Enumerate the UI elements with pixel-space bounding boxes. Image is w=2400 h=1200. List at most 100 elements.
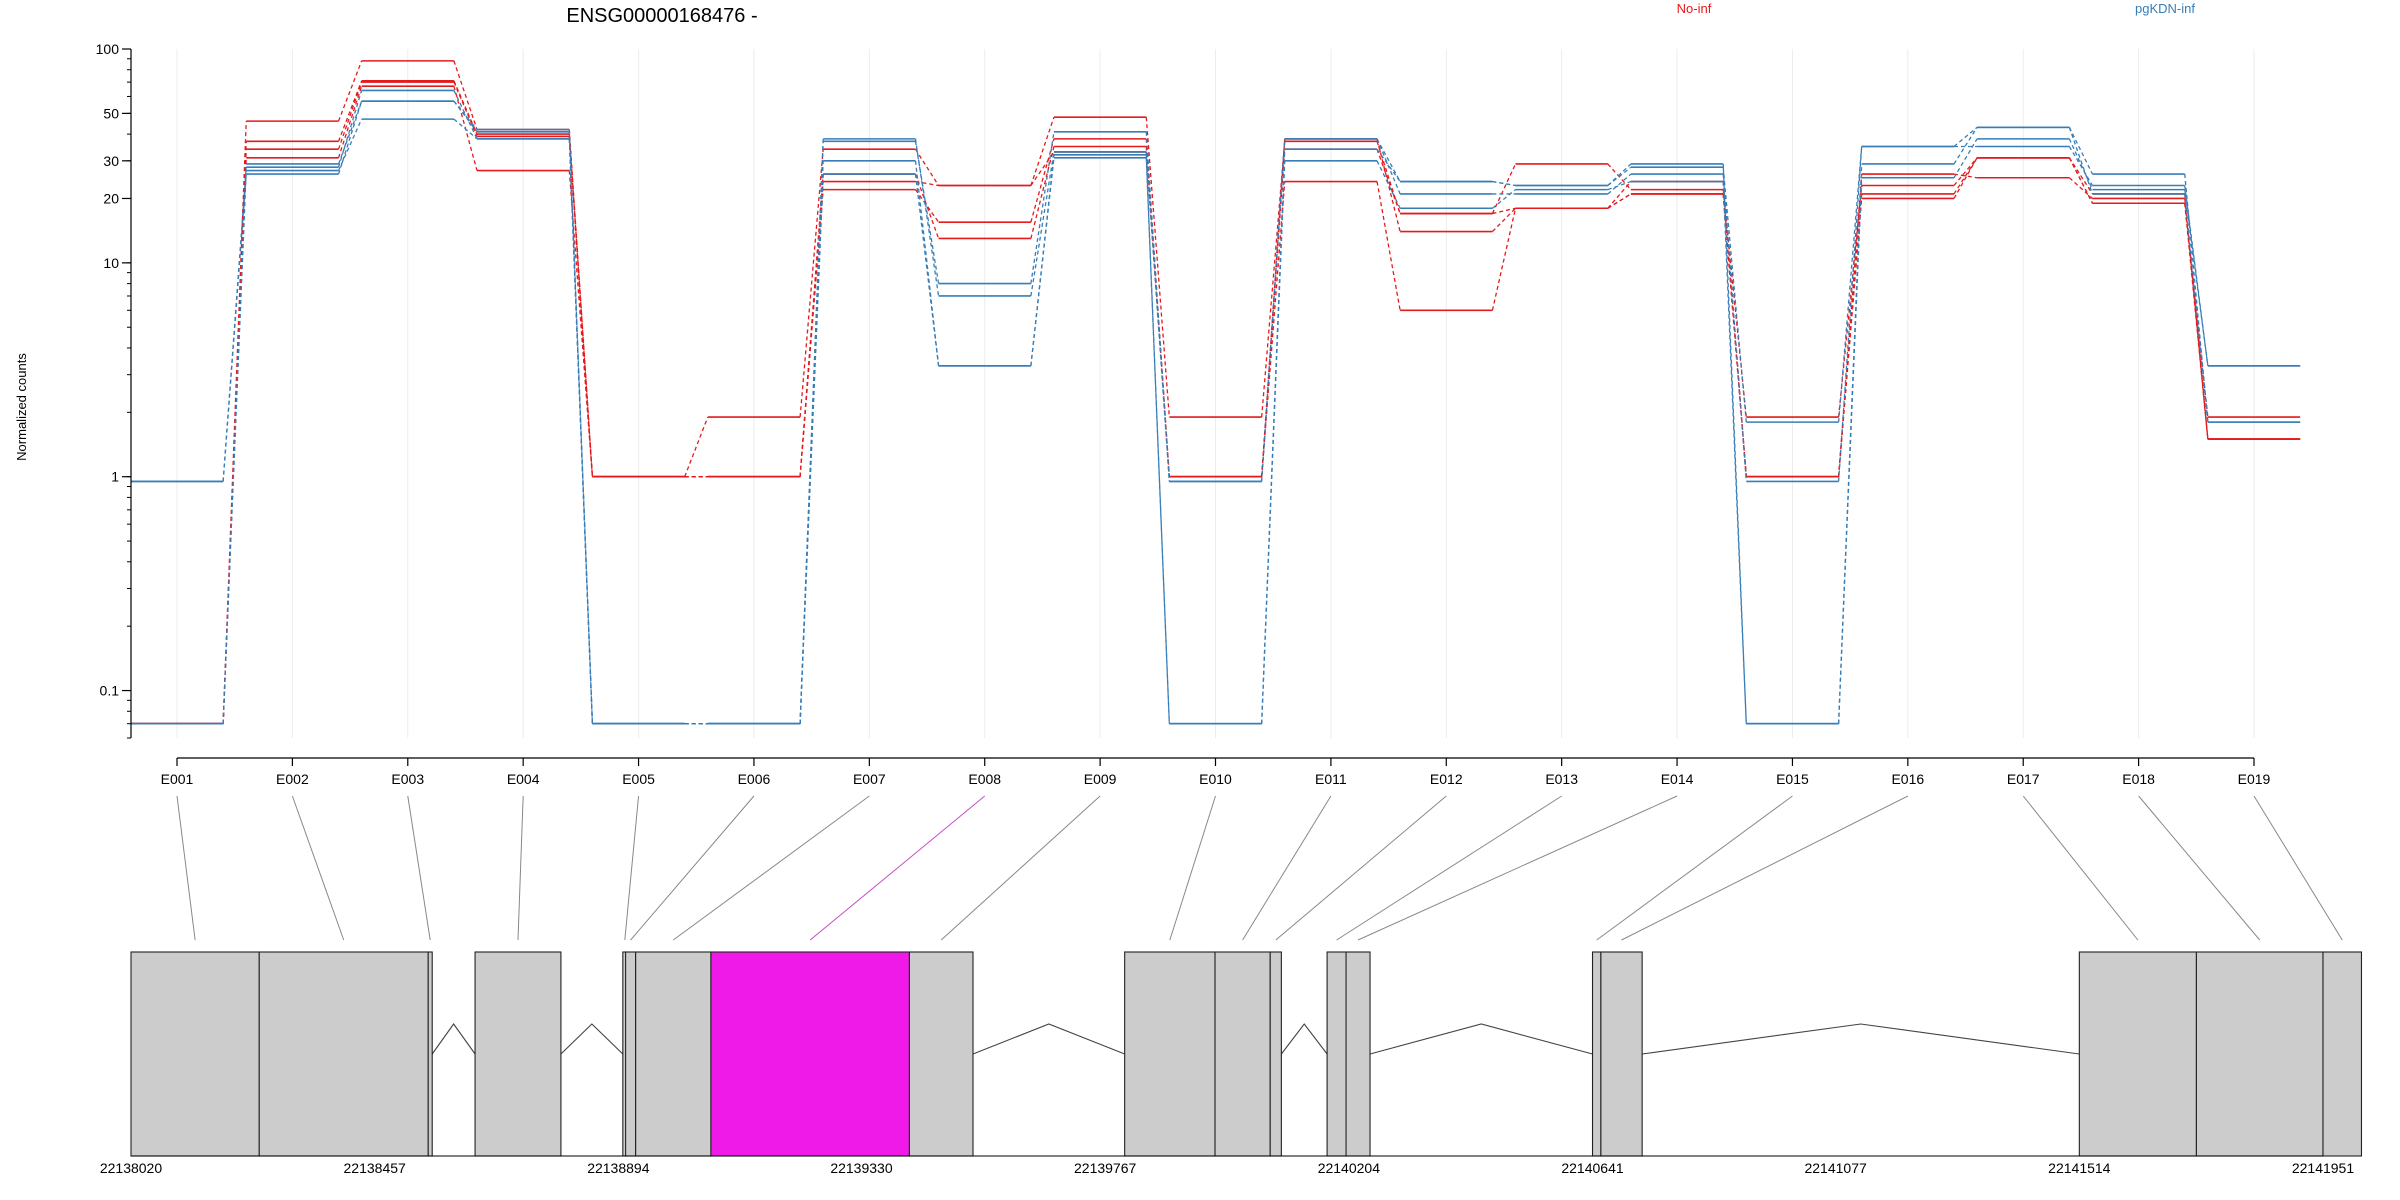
series-connector (1607, 193, 1632, 209)
exon-e009 (908, 951, 974, 1157)
series-connector (337, 81, 363, 150)
series-connector (1722, 167, 1747, 423)
exon-e019 (2322, 951, 2363, 1157)
y-tick-label: 1 (111, 469, 119, 485)
intron-line (1280, 1023, 1328, 1055)
chart-series-layer (130, 60, 2301, 725)
coordinate-tick-label: 22141951 (2292, 1160, 2355, 1176)
genomic-coordinate-axis: 22138020 22138457 22138894 22139330 22139767… (100, 1155, 2355, 1176)
x-axis: E001 E002 E003 E004 E005 E006 E007 E008 E009 E010… (161, 757, 2271, 787)
series-connector (1837, 146, 1863, 482)
series-connector (453, 118, 478, 140)
series-connector (914, 148, 940, 186)
series-connector (1145, 117, 1170, 418)
connector-e009 (940, 795, 1101, 941)
series-connector (2068, 157, 2094, 195)
series-connector (914, 141, 940, 284)
exon-e007 (635, 951, 712, 1157)
series-connector (799, 174, 824, 724)
series-connector (1722, 163, 1747, 724)
exon-e008 (710, 951, 910, 1157)
series-connector (1145, 157, 1170, 724)
intron-line (431, 1023, 476, 1055)
series-connector (1145, 154, 1170, 724)
x-tick-label: E016 (1891, 771, 1924, 787)
coordinate-tick-label: 22141514 (2048, 1160, 2111, 1176)
y-tick-label: 30 (103, 153, 119, 169)
series-connector (1607, 163, 1632, 186)
exon-e013 (1326, 951, 1347, 1157)
series-connector (337, 101, 363, 175)
connector-e019 (2253, 795, 2343, 941)
series-connector (2068, 127, 2094, 195)
series-connector (1953, 157, 1978, 195)
connector-e002 (291, 795, 345, 941)
x-tick-label: E014 (1661, 771, 1694, 787)
connector-e005 (624, 795, 640, 941)
series-connector (2184, 193, 2209, 440)
series-connector (1030, 151, 1055, 297)
series-connector (1492, 189, 1516, 209)
series-connector (2068, 157, 2094, 204)
series-connector (1376, 160, 1401, 209)
y-tick-label: 10 (103, 255, 119, 271)
series-connector (1837, 193, 1863, 477)
exon-e006 (625, 951, 637, 1157)
series-connector (1261, 149, 1286, 724)
series-connector (2068, 138, 2094, 190)
series-connector (453, 100, 478, 133)
y-axis-label: Normalized counts (14, 353, 29, 461)
exon-e003 (427, 951, 433, 1157)
series-connector (914, 160, 940, 366)
y-tick-label: 20 (103, 190, 119, 206)
series-connector (1376, 138, 1401, 195)
coordinate-tick-label: 22140641 (1561, 1160, 1624, 1176)
x-tick-label: E003 (391, 771, 424, 787)
connector-e003 (407, 795, 431, 941)
exon-e004 (474, 951, 562, 1157)
series-connector (337, 60, 363, 122)
x-tick-label: E006 (738, 771, 771, 787)
series-connector (1837, 163, 1863, 724)
connector-e008 (809, 795, 986, 941)
chart-title: ENSG00000168476 - (566, 5, 757, 27)
x-tick-label: E008 (968, 771, 1001, 787)
series-connector (1145, 131, 1170, 482)
x-tick-label: E005 (622, 771, 655, 787)
y-tick-label: 100 (96, 41, 120, 57)
connector-e015 (1596, 795, 1793, 941)
connector-e006 (630, 795, 755, 941)
series-connector (568, 129, 594, 724)
connector-e001 (176, 795, 196, 941)
connector-e014 (1357, 795, 1678, 941)
exon-e011 (1214, 951, 1271, 1157)
series-connector (1492, 180, 1516, 187)
series-connector (2184, 193, 2209, 423)
x-tick-label: E007 (853, 771, 886, 787)
series-connector (1953, 126, 1978, 148)
series-connector (1030, 138, 1055, 223)
series-connector (1030, 154, 1055, 366)
series-connector (1376, 138, 1401, 232)
legend-entry-pgkdn-inf: pgKDN-inf (2135, 1, 2195, 16)
series-connector (2184, 185, 2209, 366)
series-connector (2184, 198, 2209, 440)
x-tick-label: E018 (2122, 771, 2155, 787)
series-connector (1607, 173, 1632, 195)
coordinate-tick-label: 22140204 (1318, 1160, 1381, 1176)
coordinate-tick-label: 22138020 (100, 1160, 163, 1176)
intron-line (972, 1023, 1125, 1055)
series-connector (1376, 181, 1401, 311)
exon-e014 (1345, 951, 1371, 1157)
series-connector (453, 60, 478, 130)
series-connector (222, 163, 247, 724)
series-connector (2184, 189, 2209, 366)
connector-e010 (1169, 795, 1216, 941)
series-connector (1376, 138, 1401, 182)
exon-e016 (1600, 951, 1643, 1157)
series-connector (1261, 138, 1286, 482)
series-connector (337, 118, 363, 171)
exon-connector-lines (176, 795, 2343, 941)
gene-model (130, 951, 2363, 1157)
series-connector (1607, 166, 1632, 187)
